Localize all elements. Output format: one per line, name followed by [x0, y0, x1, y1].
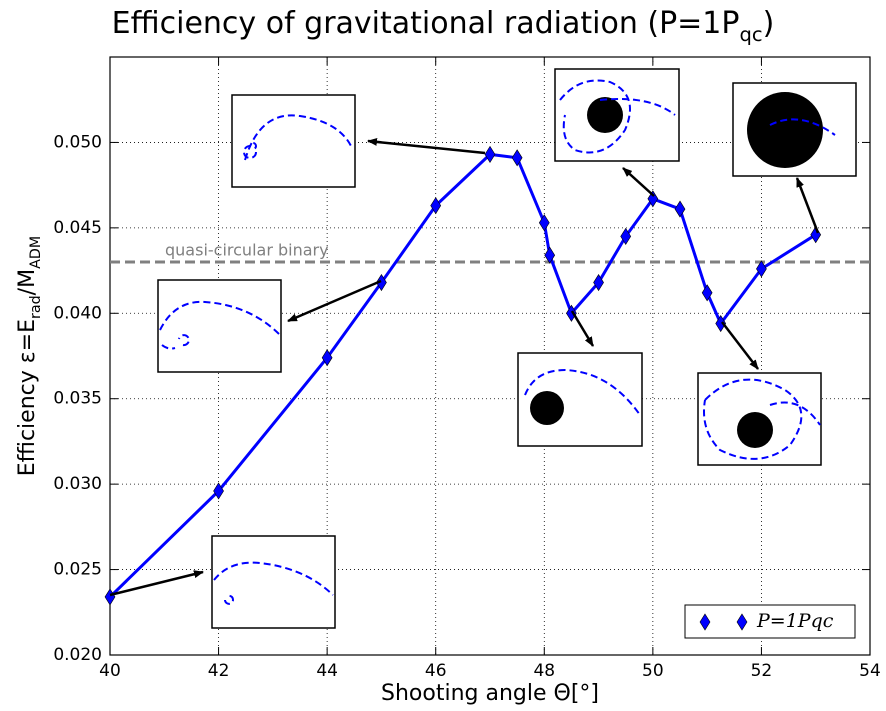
arrow [795, 177, 820, 234]
x-tick-label: 50 [642, 661, 664, 681]
data-point [756, 260, 767, 278]
chart-title: Efficiency of gravitational radiation (P… [112, 6, 775, 47]
data-point [544, 246, 556, 264]
inset [697, 372, 822, 466]
legend-marker [699, 613, 711, 631]
data-point [376, 273, 387, 292]
insets [109, 68, 857, 629]
y-axis-label-part: /M [15, 269, 40, 295]
arrow [570, 310, 595, 347]
y-tick-label: 0.040 [53, 303, 102, 323]
plot-frame [109, 56, 871, 656]
plot-area [104, 56, 871, 656]
chart-title-part: ) [763, 6, 775, 41]
inset [554, 68, 680, 162]
x-tick-label: 54 [859, 661, 881, 681]
arrow [622, 167, 655, 197]
series-line [108, 152, 817, 598]
arrow [367, 137, 486, 155]
data-point [484, 145, 496, 163]
chart-title-part: qc [739, 23, 762, 46]
data-point [620, 227, 632, 245]
arrow [109, 570, 204, 597]
data-point [213, 482, 224, 500]
data-point [430, 197, 442, 215]
chart-title-part: Efficiency of gravitational radiation (P… [112, 6, 740, 41]
data-point [715, 314, 727, 333]
x-axis-label-part: Shooting angle Θ[°] [381, 681, 599, 706]
arrow [721, 321, 759, 370]
data-point [593, 273, 604, 292]
legend-label: P=1Pqc [756, 610, 834, 632]
labels: 40 42 44 46 48 50 52 54 0.020 0.025 0.030 0.035 0.04… [15, 6, 881, 707]
data-point [566, 304, 577, 322]
y-axis-label-part: rad [28, 295, 44, 319]
inset [231, 94, 356, 188]
x-tick-label: 52 [751, 661, 773, 681]
inset [517, 352, 643, 447]
y-tick-label: 0.050 [53, 132, 102, 152]
data-point [538, 214, 550, 232]
x-tick-label: 40 [99, 661, 121, 681]
y-tick-label: 0.035 [53, 389, 102, 409]
data-point [647, 190, 659, 208]
y-axis-label-part: ADM [28, 236, 44, 269]
reference-label: quasi-circular binary [165, 241, 329, 260]
x-tick-label: 44 [316, 661, 338, 681]
y-tick-label: 0.030 [53, 474, 102, 494]
y-tick-label: 0.045 [53, 218, 102, 238]
x-tick-label: 46 [425, 661, 447, 681]
x-tick-label: 48 [533, 661, 555, 681]
y-axis-label: Efficiency ε=Erad/MADM [15, 236, 44, 476]
y-axis-label-part: Efficiency ε=E [15, 319, 40, 476]
data-point [321, 349, 333, 367]
data-point [511, 149, 523, 167]
data-point [104, 588, 116, 606]
legend-marker [736, 613, 748, 631]
inset [157, 279, 282, 373]
inset [732, 82, 857, 177]
data-point [701, 284, 713, 302]
x-tick-label: 42 [208, 661, 230, 681]
y-tick-label: 0.025 [53, 560, 102, 580]
inset [211, 535, 336, 629]
arrow [287, 279, 382, 323]
x-axis-label: Shooting angle Θ[°] [381, 681, 599, 706]
data-point [674, 200, 686, 218]
legend-box [684, 604, 856, 639]
y-tick-label: 0.020 [53, 645, 102, 665]
